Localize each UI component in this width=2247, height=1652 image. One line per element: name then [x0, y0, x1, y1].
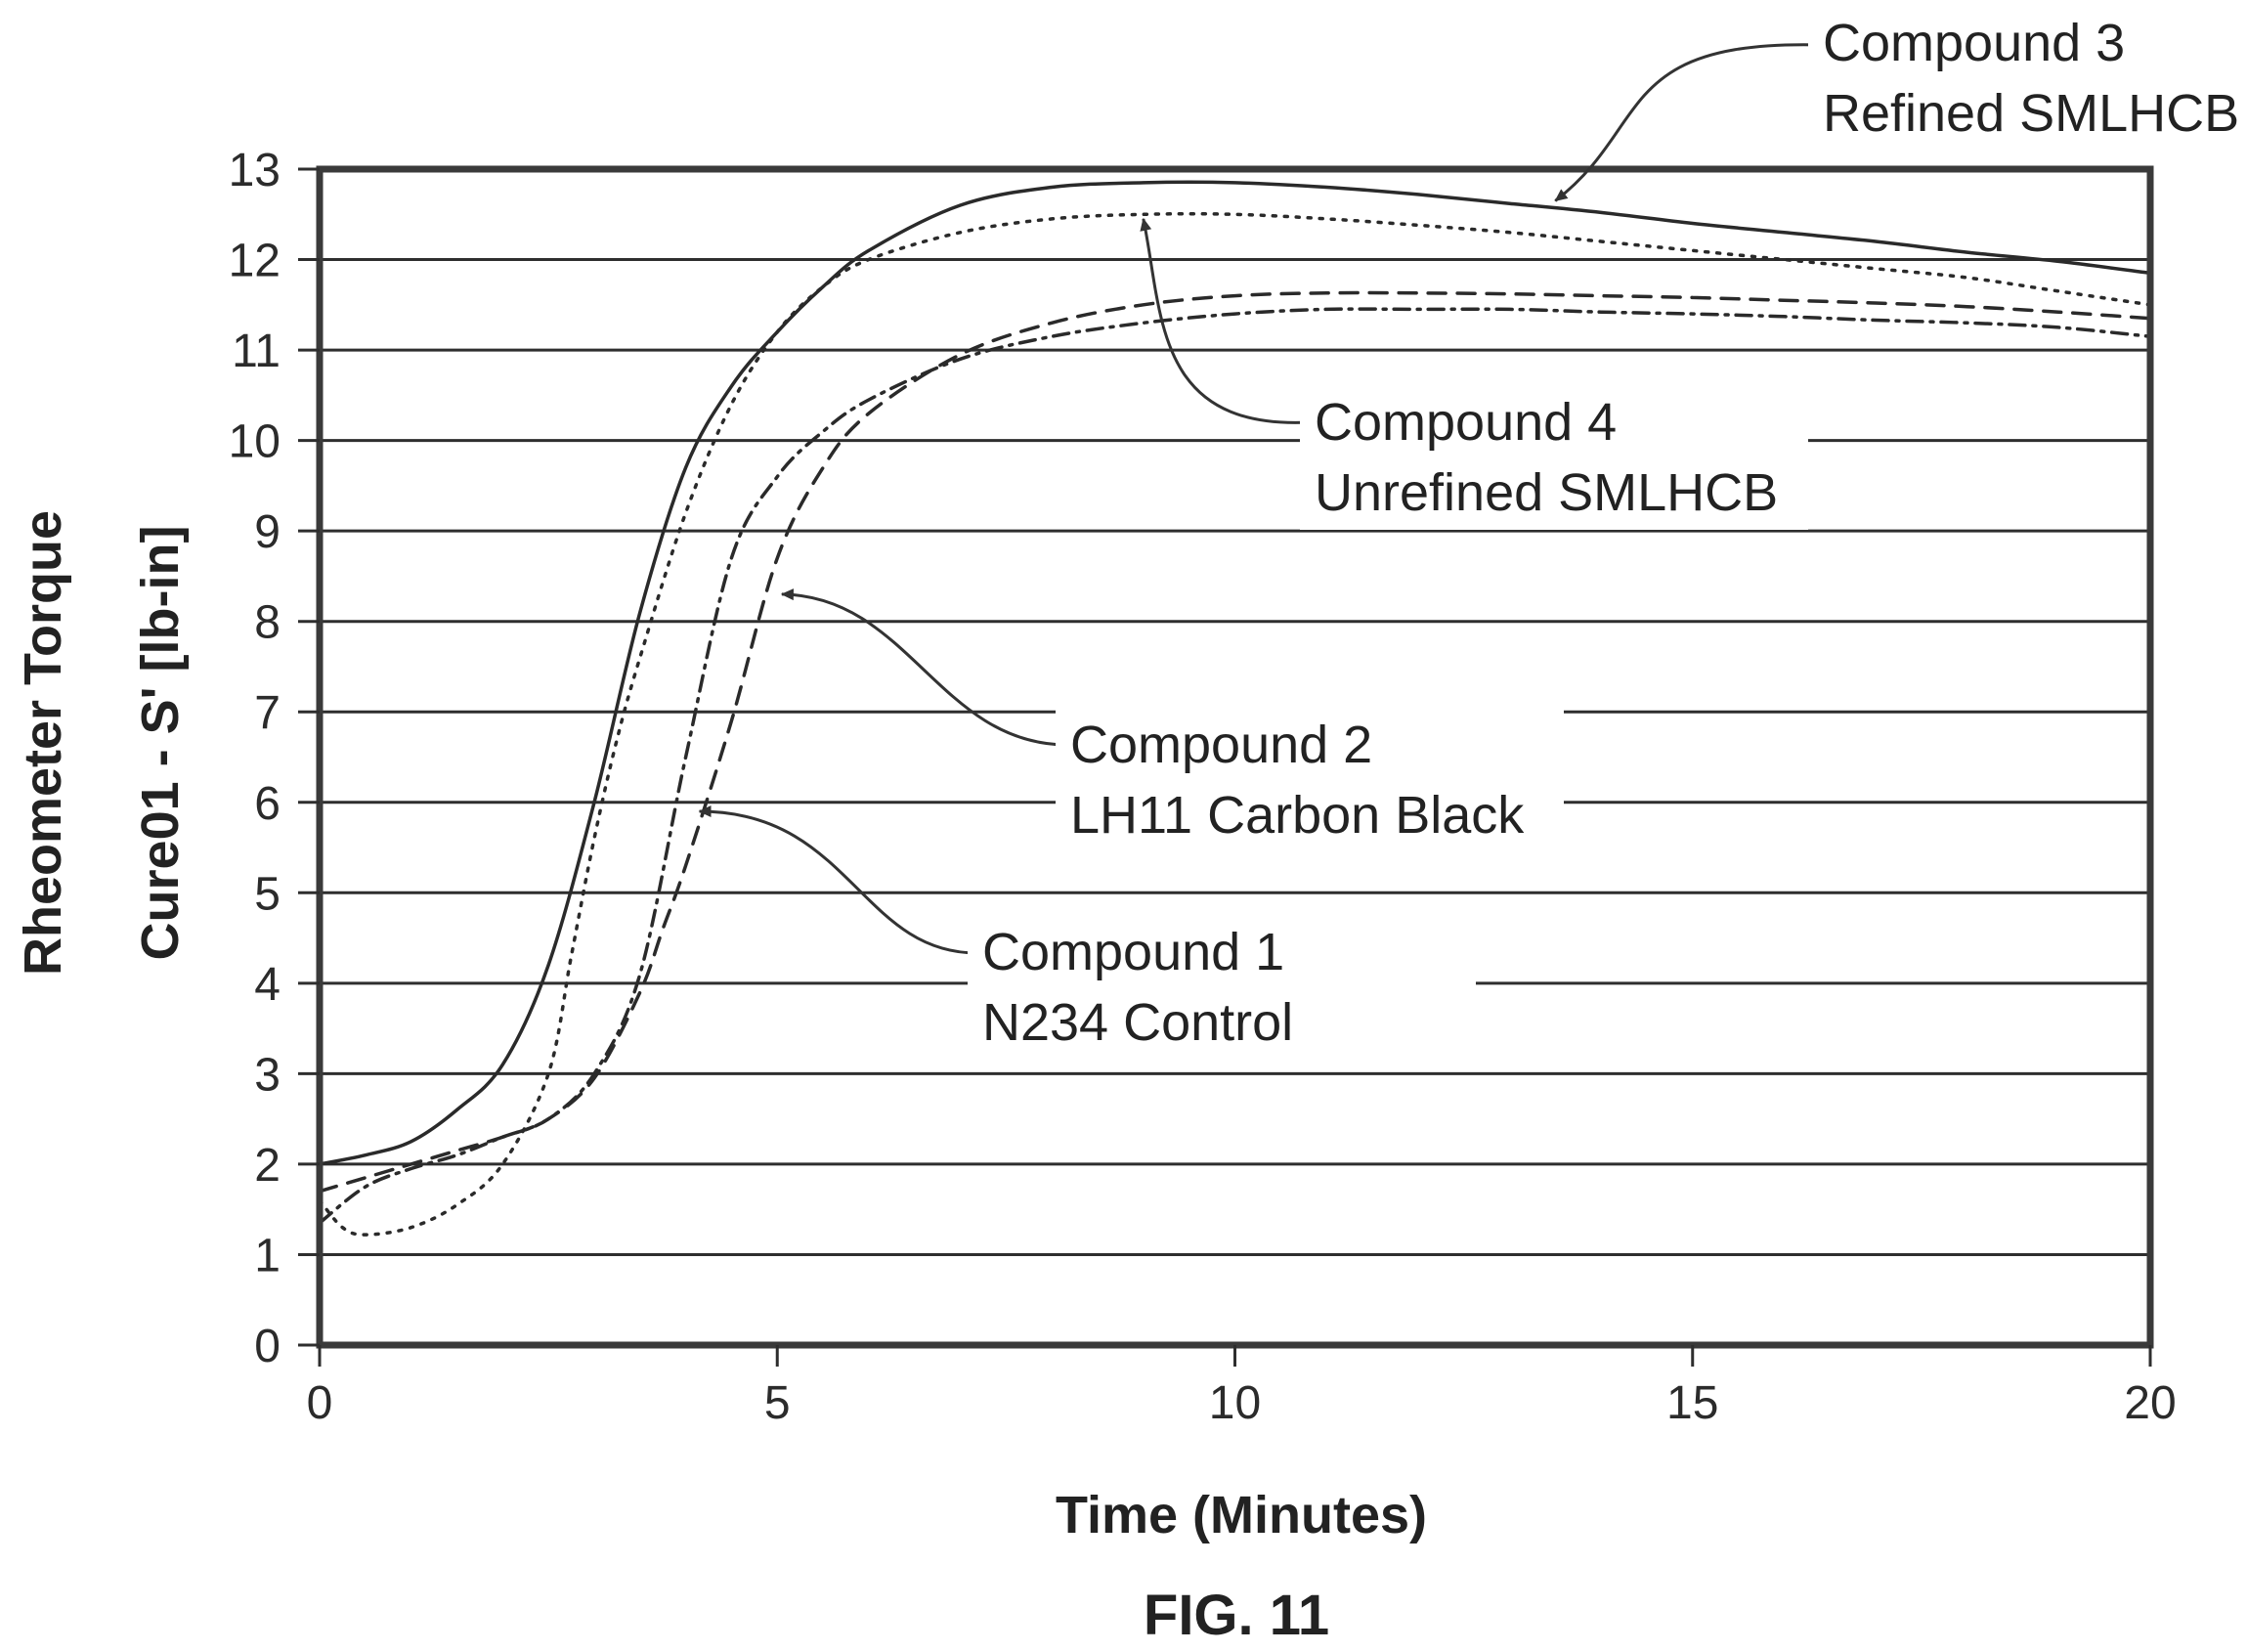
y-tick-label: 8: [254, 597, 281, 649]
y-tick-label: 4: [254, 959, 281, 1011]
y-tick-label: 1: [254, 1230, 281, 1282]
y-tick-label: 0: [254, 1321, 281, 1372]
annotation-arrow: [780, 588, 1066, 747]
x-tick-label: 0: [307, 1377, 333, 1429]
annotation-line1: Compound 3: [1823, 14, 2125, 72]
y-tick-label: 9: [254, 506, 281, 558]
x-tick-label: 15: [1666, 1377, 1718, 1429]
annotation-line2: Refined SMLHCB: [1823, 84, 2239, 143]
annotations: Compound 3 Refined SMLHCB Compound 4 Unrefi…: [698, 4, 2247, 1060]
y-tick-label: 6: [254, 778, 281, 830]
annotation-line1: Compound 1: [982, 923, 1284, 981]
annotation-line2: LH11 Carbon Black: [1070, 786, 1525, 845]
y-tick-label: 5: [254, 868, 281, 920]
series-line-solid: [318, 180, 2152, 1166]
y-axis-title-line2: Cure01 - S' [lb-in]: [131, 526, 190, 961]
x-tick-label: 5: [764, 1377, 791, 1429]
y-tick-label: 11: [232, 326, 281, 377]
figure-label: FIG. 11: [1144, 1584, 1329, 1647]
annotation-line1: Compound 2: [1070, 716, 1372, 774]
x-tick-label: 10: [1209, 1377, 1261, 1429]
series-lines: [318, 180, 2152, 1237]
y-tick-label: 10: [229, 416, 281, 468]
y-tick-label: 2: [254, 1140, 281, 1192]
annotation-arrow: [1554, 43, 1824, 202]
annotation-backing: [1056, 706, 1564, 852]
y-tick-label: 7: [254, 687, 281, 739]
series-line-dashed: [318, 290, 2152, 1194]
y-tick-label: 13: [229, 145, 281, 196]
y-tick-label: 3: [254, 1049, 281, 1101]
annotation-backing: [1300, 383, 1808, 530]
annotation-line2: N234 Control: [982, 993, 1293, 1052]
annotation-backing: [968, 913, 1476, 1060]
annotation-arrow: [698, 805, 978, 955]
annotation-line1: Compound 4: [1315, 393, 1617, 452]
series-line-dash-dot: [318, 307, 2152, 1225]
y-axis-title-line1: Rheometer Torque: [14, 510, 72, 976]
series-line-dotted: [318, 211, 2152, 1237]
annotation-arrow: [1140, 217, 1311, 424]
y-tick-label: 12: [229, 236, 281, 287]
x-axis-title: Time (Minutes): [1056, 1486, 1427, 1544]
x-tick-label: 20: [2124, 1377, 2176, 1429]
annotation-line2: Unrefined SMLHCB: [1315, 463, 1778, 522]
annotation-backing: [1808, 4, 2247, 151]
